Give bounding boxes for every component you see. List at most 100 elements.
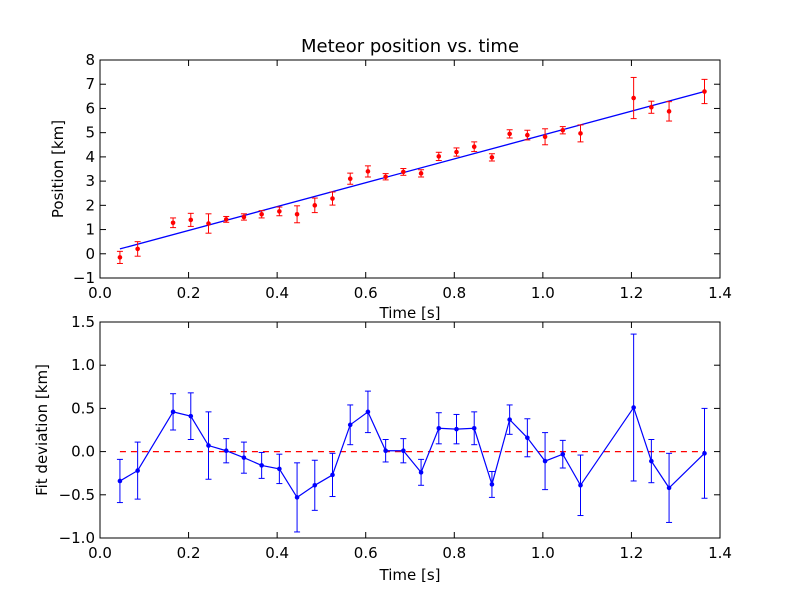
position-point <box>365 169 371 174</box>
deviation-chart-x-tick-label: 1.0 <box>531 544 555 562</box>
position-chart-x-tick-label: 0.0 <box>88 284 112 302</box>
position-point <box>383 174 388 180</box>
position-chart-x-tick-label: 0.4 <box>265 284 289 302</box>
deviation-point <box>649 458 654 464</box>
deviation-point <box>489 482 495 487</box>
deviation-point <box>631 405 636 410</box>
deviation-point <box>560 451 566 457</box>
deviation-chart-y-tick-label: 0.0 <box>71 443 95 461</box>
position-point <box>117 255 123 260</box>
deviation-chart-x-tick-label: 0.6 <box>354 544 378 562</box>
position-chart-y-tick-label: 2 <box>85 196 95 214</box>
deviation-chart-y-tick-label: −1.0 <box>59 529 95 547</box>
deviation-chart-x-tick-label: 0.0 <box>88 544 112 562</box>
position-chart-y-tick-label: 4 <box>85 148 95 166</box>
deviation-point <box>365 409 371 415</box>
position-point <box>259 211 264 217</box>
position-point <box>206 221 211 226</box>
position-chart-x-tick-label: 1.2 <box>619 284 643 302</box>
deviation-chart-x-tick-label: 1.4 <box>708 544 732 562</box>
position-chart: Meteor position vs. time Time [s] Positi… <box>49 36 732 322</box>
position-chart-y-tick-label: −1 <box>73 269 95 287</box>
deviation-point <box>170 409 176 415</box>
position-point <box>471 144 477 150</box>
position-point <box>578 131 583 136</box>
deviation-chart-x-tick-label: 0.2 <box>177 544 201 562</box>
deviation-point <box>507 417 512 422</box>
deviation-point <box>330 472 335 478</box>
position-chart-y-tick-label: 7 <box>85 75 95 93</box>
position-point <box>170 220 176 226</box>
position-point <box>241 214 247 220</box>
position-point <box>489 155 495 160</box>
position-point <box>312 203 318 208</box>
deviation-point <box>241 455 247 460</box>
position-point <box>666 109 672 114</box>
deviation-series-line <box>119 406 705 499</box>
deviation-point <box>418 470 424 475</box>
deviation-chart-plot-area <box>116 333 708 533</box>
deviation-point <box>542 458 548 464</box>
position-point <box>277 209 282 214</box>
deviation-point <box>525 435 530 441</box>
position-chart-plot-area <box>116 76 708 264</box>
position-chart-y-tick-label: 3 <box>85 172 95 190</box>
deviation-chart-x-label: Time [s] <box>379 566 441 584</box>
position-chart-x-tick-label: 1.0 <box>531 284 555 302</box>
position-point <box>702 89 707 94</box>
deviation-point <box>454 426 459 432</box>
position-point <box>631 95 636 101</box>
deviation-point <box>188 413 194 419</box>
position-point <box>401 169 406 175</box>
position-point <box>436 154 442 159</box>
position-chart-y-tick-label: 0 <box>85 245 95 263</box>
position-chart-y-tick-label: 1 <box>85 221 95 239</box>
deviation-point <box>223 448 229 454</box>
deviation-point <box>277 466 282 472</box>
deviation-point <box>294 495 300 500</box>
deviation-chart-y-tick-label: 0.5 <box>71 399 95 417</box>
position-point <box>347 176 353 181</box>
deviation-chart-x-tick-label: 1.2 <box>619 544 643 562</box>
position-point <box>525 132 530 138</box>
deviation-chart-y-tick-label: −0.5 <box>59 486 95 504</box>
position-chart-x-tick-label: 0.8 <box>442 284 466 302</box>
deviation-point <box>135 468 140 473</box>
position-chart-y-tick-label: 5 <box>85 124 95 142</box>
position-chart-y-tick-label: 8 <box>85 51 95 69</box>
deviation-chart-x-tick-label: 0.8 <box>442 544 466 562</box>
position-chart-ticks: 0.0 0.2 0.4 0.6 0.8 1.0 1.2 1.4 −1 0 1 2 3 4 5 6 7 8 <box>73 51 732 302</box>
position-chart-x-tick-label: 1.4 <box>708 284 732 302</box>
position-chart-x-label: Time [s] <box>379 304 441 322</box>
deviation-chart-y-tick-label: 1.0 <box>71 356 95 374</box>
position-point <box>507 131 512 137</box>
position-point <box>294 211 300 217</box>
deviation-point <box>347 422 353 428</box>
position-point <box>188 217 194 223</box>
deviation-chart-x-tick-label: 0.4 <box>265 544 289 562</box>
deviation-chart-frame <box>99 321 721 539</box>
position-point <box>542 134 548 140</box>
deviation-chart-y-label: Fit deviation [km] <box>33 364 51 496</box>
position-point <box>135 246 140 252</box>
deviation-point <box>383 448 388 454</box>
position-point <box>560 127 566 133</box>
deviation-point <box>259 463 264 468</box>
position-point <box>418 171 424 176</box>
position-chart-title: Meteor position vs. time <box>301 36 519 57</box>
position-chart-y-tick-label: 6 <box>85 99 95 117</box>
deviation-chart-y-tick-label: 1.5 <box>71 313 95 331</box>
deviation-point <box>206 443 211 448</box>
deviation-point <box>702 451 707 456</box>
deviation-point <box>436 425 442 431</box>
position-chart-y-label: Position [km] <box>49 120 67 218</box>
position-point <box>649 104 654 110</box>
position-point <box>454 149 459 155</box>
position-chart-frame <box>99 59 721 279</box>
position-point <box>223 217 229 222</box>
deviation-point <box>471 425 477 431</box>
deviation-point <box>312 482 318 488</box>
position-chart-x-tick-label: 0.6 <box>354 284 378 302</box>
